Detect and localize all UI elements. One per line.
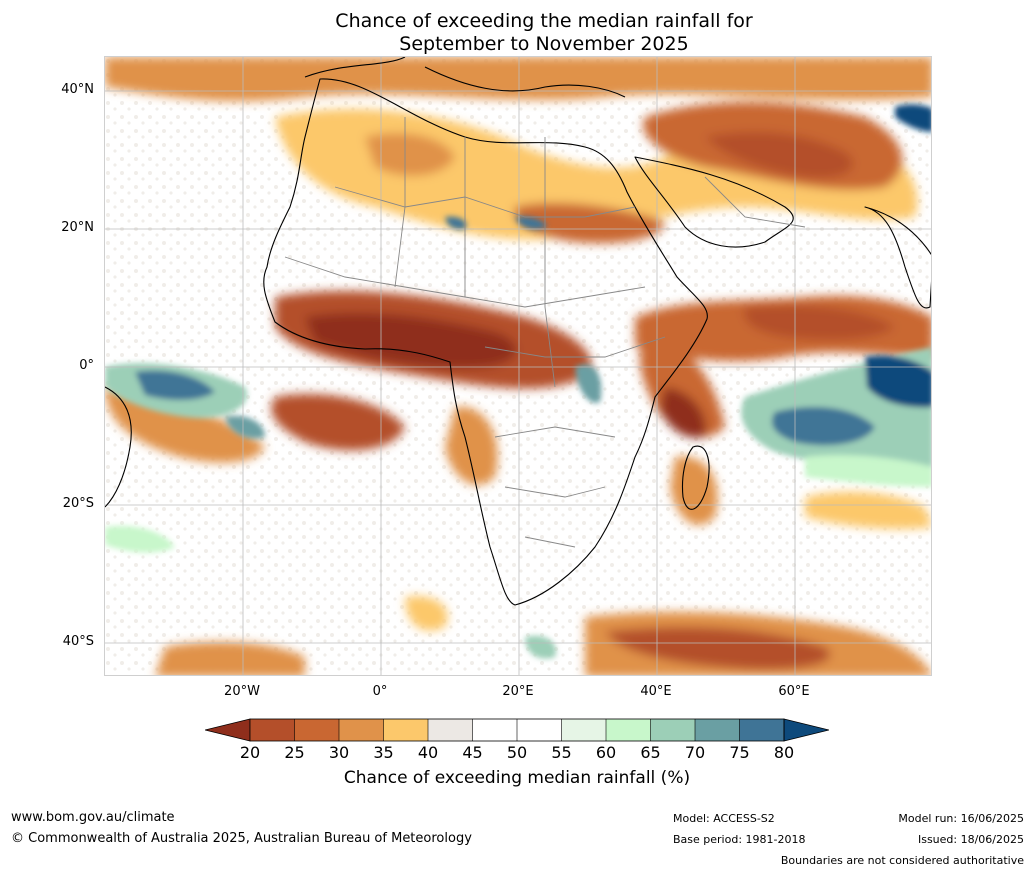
lat-label-0: 0°: [79, 358, 94, 373]
colorbar-tick-35: 35: [373, 743, 394, 762]
title-line-2: September to November 2025: [399, 33, 689, 55]
colorbar-swatch-65: [650, 719, 695, 741]
lat-label-20s: 20°S: [62, 496, 94, 511]
colorbar-swatch-35: [383, 719, 428, 741]
footer-website: www.bom.gov.au/climate: [11, 810, 175, 825]
colorbar-tick-70: 70: [684, 743, 706, 762]
lon-label-20e: 20°E: [502, 684, 534, 699]
lat-label-40n: 40°N: [61, 82, 94, 97]
colorbar-swatch-60: [606, 719, 651, 741]
lat-label-20n: 20°N: [61, 220, 94, 235]
colorbar-swatch-20: [250, 719, 295, 741]
colorbar-over-arrow: [783, 718, 829, 742]
colorbar-tick-45: 45: [462, 743, 483, 762]
madagascar-coast: [681, 445, 710, 510]
india-coast: [864, 206, 931, 309]
south-america-coast: [105, 386, 132, 508]
colorbar-tick-25: 25: [284, 743, 305, 762]
footer-issued: Issued: 18/06/2025: [917, 833, 1024, 846]
coastlines: [105, 57, 931, 606]
colorbar-swatch-30: [339, 719, 384, 741]
europe-coast: [304, 57, 626, 98]
colorbar-tick-20: 20: [239, 743, 261, 762]
graticule: [105, 57, 931, 675]
footer-base-period: Base period: 1981-2018: [673, 833, 806, 846]
rainfall-map: [104, 56, 932, 676]
africa-coast: [263, 78, 708, 606]
colorbar-tick-80: 80: [773, 743, 795, 762]
colorbar-tick-30: 30: [328, 743, 350, 762]
colorbar-swatch-50: [517, 719, 562, 741]
colorbar-tick-75: 75: [729, 743, 750, 762]
colorbar-swatch-25: [294, 719, 339, 741]
colorbar-tick-50: 50: [506, 743, 528, 762]
title-line-1: Chance of exceeding the median rainfall …: [335, 10, 753, 32]
colorbar: [205, 718, 829, 742]
colorbar-tick-40: 40: [417, 743, 439, 762]
lon-label-20w: 20°W: [224, 684, 260, 699]
lat-label-40s: 40°S: [62, 634, 94, 649]
colorbar-swatch-70: [695, 719, 740, 741]
map-svg: [105, 57, 931, 675]
chart-title: Chance of exceeding the median rainfall …: [0, 10, 1035, 56]
colorbar-swatch-45: [472, 719, 517, 741]
footer-copyright: © Commonwealth of Australia 2025, Austra…: [11, 831, 472, 846]
country-borders: [284, 117, 806, 548]
footer-model: Model: ACCESS-S2: [673, 812, 775, 825]
colorbar-tick-65: 65: [640, 743, 661, 762]
arabia-coast: [634, 156, 794, 248]
footer-disclaimer: Boundaries are not considered authoritat…: [780, 854, 1024, 867]
colorbar-swatch-40: [428, 719, 473, 741]
wet-anomaly-regions: [105, 104, 931, 659]
lon-label-40e: 40°E: [640, 684, 672, 699]
colorbar-swatch-75: [739, 719, 784, 741]
colorbar-dividers: [294, 719, 740, 741]
colorbar-under-arrow: [205, 718, 251, 742]
colorbar-tick-55: 55: [551, 743, 572, 762]
colorbar-swatch-55: [561, 719, 606, 741]
footer-model-run: Model run: 16/06/2025: [898, 812, 1024, 825]
colorbar-label: Chance of exceeding median rainfall (%): [343, 768, 691, 788]
lon-label-0: 0°: [372, 684, 388, 699]
lon-label-60e: 60°E: [778, 684, 810, 699]
dry-anomaly-regions: [105, 57, 931, 675]
colorbar-tick-60: 60: [595, 743, 617, 762]
